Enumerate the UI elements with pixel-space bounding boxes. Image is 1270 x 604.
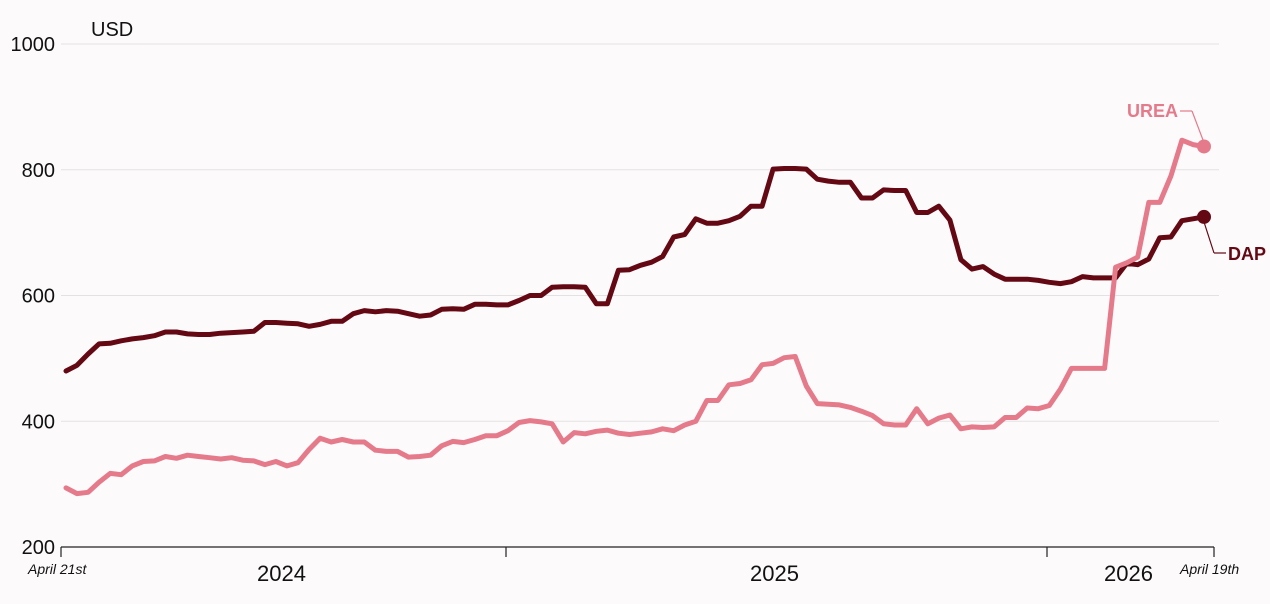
urea-series-line [63, 137, 1207, 497]
y-tick-label-1000: 1000 [11, 34, 56, 56]
x-year-label-1: 2024 [257, 561, 306, 586]
x-year-label-2: 2025 [750, 561, 799, 586]
x-start-label: April 21st [27, 561, 87, 577]
y-tick-label-600: 600 [22, 286, 55, 308]
dap-label-leader-diagonal [1203, 221, 1215, 254]
dap-series-label: DAP [1228, 244, 1266, 264]
x-end-label: April 19th [1179, 561, 1239, 577]
y-tick-label-200: 200 [22, 537, 55, 559]
series-layer [63, 137, 1211, 497]
x-year-label-3: 2026 [1104, 561, 1153, 586]
y-tick-label-800: 800 [22, 160, 55, 182]
y-axis-unit-label: USD [91, 19, 133, 41]
grid-lines [61, 43, 1219, 422]
urea-label-leader-diagonal [1191, 110, 1204, 141]
dap-end-point [1197, 209, 1211, 224]
y-axis: 200 400 600 800 1000 [11, 34, 56, 559]
y-tick-label-400: 400 [22, 411, 55, 433]
urea-series-label: UREA [1127, 101, 1178, 121]
dap-series-line [63, 166, 1207, 374]
urea-end-point [1197, 139, 1211, 154]
